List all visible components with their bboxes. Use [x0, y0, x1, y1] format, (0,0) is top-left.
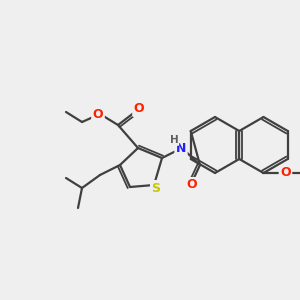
Text: O: O	[134, 103, 144, 116]
Text: O: O	[93, 107, 103, 121]
Text: H: H	[169, 135, 178, 145]
Text: N: N	[176, 142, 186, 154]
Text: S: S	[152, 182, 160, 194]
Text: O: O	[280, 167, 291, 179]
Text: O: O	[187, 178, 197, 191]
